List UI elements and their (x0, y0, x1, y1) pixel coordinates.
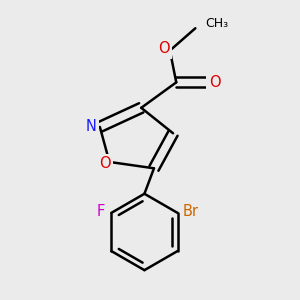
Text: O: O (158, 41, 169, 56)
Text: N: N (86, 119, 97, 134)
Text: F: F (97, 204, 105, 219)
Text: O: O (208, 75, 220, 90)
Text: O: O (99, 156, 110, 171)
Text: CH₃: CH₃ (205, 17, 228, 30)
Text: Br: Br (183, 204, 199, 219)
